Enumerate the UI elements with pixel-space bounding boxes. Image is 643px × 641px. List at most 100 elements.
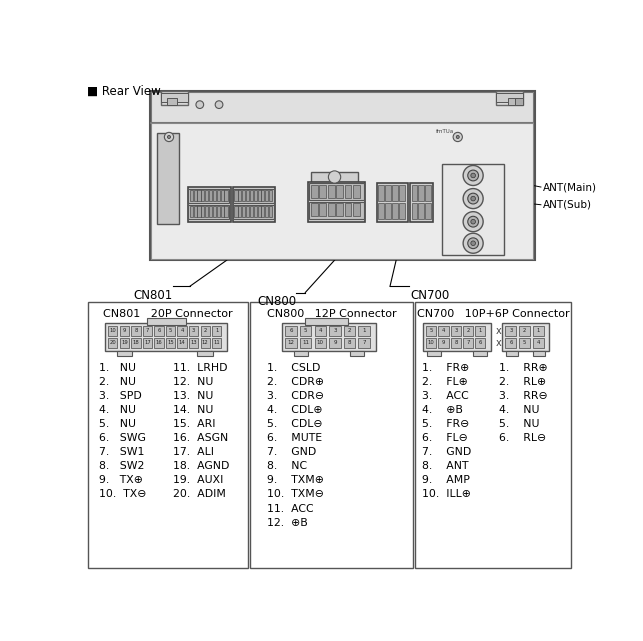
Text: 8.    NC: 8. NC [267, 462, 307, 472]
Bar [451, 338, 461, 348]
Bar [385, 185, 391, 201]
Text: 1: 1 [479, 328, 482, 333]
Text: 13: 13 [190, 340, 197, 345]
Bar [250, 302, 413, 568]
Bar [120, 338, 129, 348]
Text: 12: 12 [287, 340, 294, 345]
Bar [311, 203, 318, 216]
Text: 2: 2 [523, 328, 527, 333]
Text: 6.    RL⊖: 6. RL⊖ [498, 433, 546, 444]
Bar [194, 206, 197, 217]
Text: 9: 9 [123, 328, 126, 333]
Text: 18.  AGND: 18. AGND [173, 462, 229, 472]
Bar [177, 326, 186, 336]
Text: 15.  ARI: 15. ARI [173, 419, 215, 429]
Bar [410, 183, 433, 222]
Bar [201, 338, 210, 348]
Text: ANT(Main): ANT(Main) [543, 182, 597, 192]
Bar [151, 123, 533, 258]
Bar [190, 206, 193, 217]
Bar [213, 206, 216, 217]
Circle shape [467, 238, 478, 249]
Bar [463, 338, 473, 348]
Text: 4.    ⊕B: 4. ⊕B [422, 405, 462, 415]
Text: x: x [496, 326, 502, 336]
Circle shape [453, 132, 462, 142]
Bar [314, 338, 326, 348]
Bar [442, 164, 504, 254]
Text: 5.    CDL⊖: 5. CDL⊖ [267, 419, 322, 429]
Bar [197, 190, 201, 201]
Bar [194, 190, 197, 201]
Bar [269, 190, 272, 201]
Bar [426, 326, 436, 336]
Bar [143, 326, 152, 336]
Text: 4.   NU: 4. NU [99, 405, 136, 415]
Text: 5: 5 [523, 340, 527, 345]
Bar [201, 206, 204, 217]
Bar [258, 206, 260, 217]
Text: 14: 14 [179, 340, 185, 345]
Bar [285, 326, 297, 336]
Bar [242, 190, 245, 201]
Circle shape [463, 165, 483, 185]
Text: 10: 10 [317, 340, 324, 345]
Text: 3.    RR⊖: 3. RR⊖ [498, 392, 547, 401]
Text: 3.    ACC: 3. ACC [422, 392, 468, 401]
Text: 8: 8 [348, 340, 351, 345]
Bar [221, 190, 224, 201]
Text: 17: 17 [144, 340, 151, 345]
Text: x: x [496, 338, 502, 348]
Bar [345, 203, 352, 216]
Bar [415, 302, 571, 568]
Text: 9: 9 [333, 340, 337, 345]
Bar [379, 203, 384, 219]
Text: 9: 9 [442, 340, 445, 345]
Bar [209, 190, 212, 201]
Text: 2.   NU: 2. NU [99, 378, 136, 387]
Text: 2.    RL⊕: 2. RL⊕ [498, 378, 546, 387]
Text: 1: 1 [215, 328, 219, 333]
Text: CN700: CN700 [411, 288, 450, 302]
Bar [412, 185, 417, 201]
Text: CN800   12P Connector: CN800 12P Connector [267, 310, 396, 319]
Text: 11.  LRHD: 11. LRHD [173, 363, 228, 373]
Bar [224, 190, 228, 201]
Text: 4: 4 [537, 340, 540, 345]
Bar [344, 326, 356, 336]
Bar [233, 204, 274, 219]
Text: 7: 7 [363, 340, 366, 345]
Bar [419, 203, 424, 219]
Text: 13.  NU: 13. NU [173, 392, 213, 401]
Text: 8.    ANT: 8. ANT [422, 462, 468, 472]
Bar [120, 326, 129, 336]
Bar [379, 185, 384, 201]
Bar [344, 338, 356, 348]
Bar [269, 206, 272, 217]
Text: 2: 2 [348, 328, 351, 333]
Bar [328, 203, 334, 216]
Bar [319, 185, 326, 198]
Bar [392, 185, 397, 201]
Text: 20.  ADIM: 20. ADIM [173, 490, 226, 499]
Bar [399, 203, 404, 219]
Text: 9.    TXM⊕: 9. TXM⊕ [267, 476, 323, 485]
Bar [166, 326, 175, 336]
Bar [150, 91, 535, 260]
Bar [167, 99, 177, 104]
Bar [311, 172, 358, 183]
Text: 1.    FR⊕: 1. FR⊕ [422, 363, 469, 373]
Text: CN800: CN800 [257, 295, 296, 308]
Bar [345, 185, 352, 198]
Text: 12.  ⊕B: 12. ⊕B [267, 517, 307, 528]
Text: 7.   SW1: 7. SW1 [99, 447, 144, 458]
Bar [233, 187, 275, 222]
Circle shape [165, 132, 174, 142]
Circle shape [471, 219, 475, 224]
Bar [350, 351, 364, 356]
Text: 8: 8 [134, 328, 138, 333]
Bar [506, 351, 518, 356]
Text: 3: 3 [509, 328, 512, 333]
Circle shape [463, 188, 483, 208]
Circle shape [456, 135, 459, 138]
